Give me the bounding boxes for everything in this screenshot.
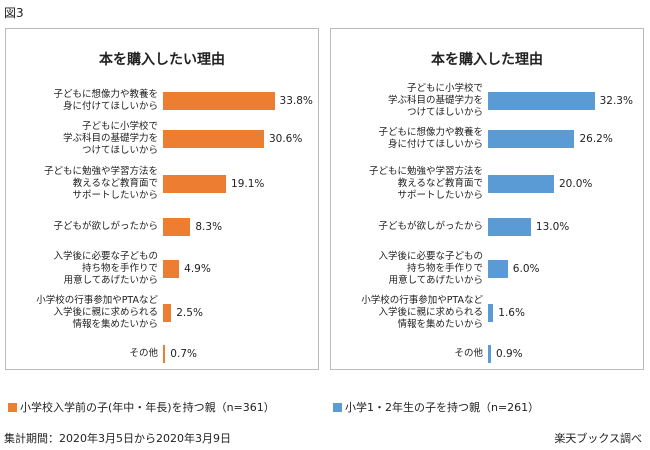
bar [163, 260, 180, 278]
bar [488, 345, 491, 363]
value-label: 32.3% [599, 95, 633, 107]
category-label: 子どもに勉強や学習方法を 教えるなど教育面で サポートしたいから [368, 166, 483, 201]
bar [488, 304, 494, 322]
category-label: 子どもが欲しがったから [378, 221, 483, 232]
bar [488, 175, 554, 193]
category-label: 子どもに想像力や教養を 身に付けてほしいから [53, 89, 158, 112]
category-label: 子どもが欲しがったから [53, 221, 158, 232]
value-label: 0.9% [495, 348, 523, 360]
value-label: 19.1% [231, 178, 265, 190]
bar [163, 175, 227, 193]
bar [488, 92, 595, 110]
category-label: 入学後に必要な子どもの 持ち物を手作りで 用意してあげたいから [378, 251, 483, 286]
value-label: 30.6% [268, 133, 303, 145]
bar [163, 92, 275, 110]
category-label: 子どもに小学校で 学ぶ科目の基礎学力を つけてほしいから [387, 83, 483, 118]
chart-title: 本を購入したい理由 [99, 52, 225, 68]
value-label: 26.2% [579, 133, 613, 145]
bar [488, 218, 531, 236]
legend-label: 小学1・2年生の子を持つ親（n=261） [345, 401, 540, 414]
period: 集計期間：2020年3月5日から2020年3月9日 [4, 432, 231, 445]
value-label: 2.5% [176, 307, 203, 319]
bar [163, 130, 264, 148]
chart-panel: 本を購入したい理由子どもに想像力や教養を 身に付けてほしいから 33.8% 子どもに… [5, 28, 319, 370]
category-label: 子どもに勉強や学習方法を 教えるなど教育面で サポートしたいから [43, 166, 158, 201]
source: 楽天ブックス調べ [554, 432, 642, 445]
value-label: 33.8% [279, 95, 313, 107]
category-label: その他 [129, 348, 158, 359]
chart-panel: 本を購入した理由子どもに小学校で 学ぶ科目の基礎学力を つけてほしいから 32.3… [330, 28, 644, 370]
category-label: 小学校の行事参加やPTAなど 入学後に親に求められる 情報を集めたいから [361, 295, 483, 330]
value-label: 0.7% [170, 348, 197, 360]
category-label: 子どもに想像力や教養を 身に付けてほしいから [378, 127, 483, 150]
value-label: 6.0% [512, 263, 540, 275]
value-label: 20.0% [559, 178, 593, 190]
value-label: 8.3% [195, 221, 223, 233]
legend-swatch [8, 403, 17, 412]
category-label: その他 [454, 348, 483, 359]
category-label: 小学校の行事参加やPTAなど 入学後に親に求められる 情報を集めたいから [36, 295, 158, 330]
bar [163, 345, 166, 363]
chart-title: 本を購入した理由 [431, 52, 543, 68]
bar [488, 260, 508, 278]
bar [163, 218, 191, 236]
category-label: 子どもに小学校で 学ぶ科目の基礎学力を つけてほしいから [62, 121, 158, 156]
legend-label: 小学校入学前の子(年中・年長)を持つ親（n=361） [20, 401, 275, 414]
legend-swatch [333, 403, 342, 412]
value-label: 4.9% [184, 263, 211, 275]
bar [488, 130, 575, 148]
figure-label: 図3 [4, 6, 24, 20]
bar [163, 304, 172, 322]
value-label: 13.0% [535, 221, 570, 233]
value-label: 1.6% [498, 307, 525, 319]
category-label: 入学後に必要な子どもの 持ち物を手作りで 用意してあげたいから [53, 251, 158, 286]
